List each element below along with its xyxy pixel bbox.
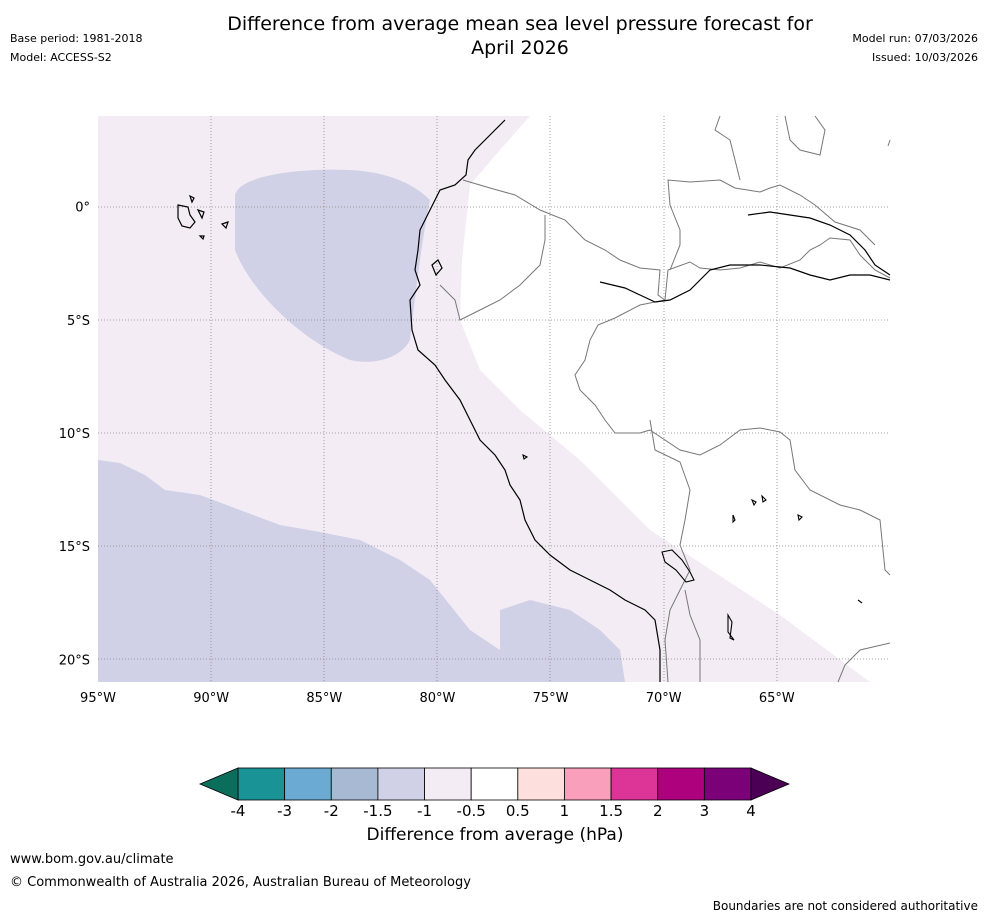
colorbar-bin <box>517 767 565 801</box>
lon-tick-label: 85°W <box>306 691 342 706</box>
base-period: Base period: 1981-2018 <box>10 32 143 45</box>
colorbar-title: Difference from average (hPa) <box>366 825 624 845</box>
lon-tick-label: 90°W <box>193 691 229 706</box>
issued-date: Issued: 10/03/2026 <box>871 51 978 64</box>
colorbar-bin <box>703 767 752 801</box>
lon-tick-label: 70°W <box>646 691 682 706</box>
region-minus-1.5-south <box>98 460 625 682</box>
colorbar-bin <box>237 767 286 801</box>
meta-right: Model run: 07/03/2026 Issued: 10/03/2026 <box>852 32 978 70</box>
colorbar-tick-label: -0.5 <box>457 802 486 820</box>
colorbar-bin <box>564 767 612 801</box>
colorbar-tick-label: -2 <box>324 802 339 820</box>
colorbar: -4 -3 -2 -1.5 -1 -0.5 0.5 1 1.5 2 3 4 <box>198 767 791 820</box>
colorbar-bin <box>657 767 705 801</box>
map: 95°W 90°W 85°W 80°W 75°W 70°W 65°W 0° 5°S 10°S 15… <box>59 115 891 706</box>
colorbar-bin <box>424 767 472 801</box>
longitude-labels: 95°W 90°W 85°W 80°W 75°W 70°W 65°W <box>80 691 795 706</box>
lon-tick-label: 75°W <box>533 691 569 706</box>
colorbar-tick-label: 3 <box>700 802 710 820</box>
model-run: Model run: 07/03/2026 <box>852 32 978 45</box>
country-borders <box>439 115 891 683</box>
footer-url[interactable]: www.bom.gov.au/climate <box>10 852 174 867</box>
colorbar-tick-label: -1.5 <box>363 802 392 820</box>
graticule <box>98 116 890 682</box>
colorbar-bin <box>470 767 519 801</box>
colorbar-tick-label: -4 <box>231 802 246 820</box>
colorbar-low-extension <box>198 767 239 801</box>
lon-tick-label: 95°W <box>80 691 116 706</box>
colorbar-high-extension <box>750 767 791 801</box>
lat-tick-label: 5°S <box>67 314 90 329</box>
lat-tick-label: 15°S <box>59 540 90 555</box>
lat-tick-label: 10°S <box>59 427 90 442</box>
lakes <box>522 453 863 641</box>
title-line-1: Difference from average mean sea level p… <box>227 13 813 35</box>
model-name: Model: ACCESS-S2 <box>10 51 112 64</box>
colorbar-tick-label: 2 <box>653 802 663 820</box>
colorbar-bin <box>377 767 425 801</box>
colorbar-bin <box>284 767 332 801</box>
colorbar-tick-label: 0.5 <box>506 802 530 820</box>
colorbar-tick-label: 1.5 <box>599 802 623 820</box>
lon-tick-label: 80°W <box>419 691 455 706</box>
title-line-2: April 2026 <box>471 37 569 59</box>
latitude-labels: 0° 5°S 10°S 15°S 20°S <box>59 201 90 669</box>
colorbar-tick-label: 4 <box>746 802 756 820</box>
footer-note: Boundaries are not considered authoritat… <box>712 899 978 913</box>
colorbar-bin <box>610 767 659 801</box>
colorbar-tick-label: 1 <box>560 802 570 820</box>
coastline <box>409 119 891 682</box>
colorbar-bins <box>237 767 752 801</box>
lat-tick-label: 0° <box>75 201 90 216</box>
colorbar-tick-labels: -4 -3 -2 -1.5 -1 -0.5 0.5 1 1.5 2 3 4 <box>231 802 756 820</box>
region-near-zero <box>460 116 890 682</box>
lat-tick-label: 20°S <box>59 653 90 668</box>
colorbar-tick-label: -1 <box>417 802 432 820</box>
chart-title: Difference from average mean sea level p… <box>150 12 890 60</box>
galapagos-islands <box>177 194 229 241</box>
lon-tick-label: 65°W <box>759 691 795 706</box>
region-minus-1.5-north <box>235 169 430 362</box>
map-plot-area <box>98 115 891 683</box>
meta-left: Base period: 1981-2018 Model: ACCESS-S2 <box>10 32 142 70</box>
footer-copyright: © Commonwealth of Australia 2026, Austra… <box>10 875 471 890</box>
colorbar-tick-label: -3 <box>277 802 292 820</box>
colorbar-bin <box>330 767 379 801</box>
